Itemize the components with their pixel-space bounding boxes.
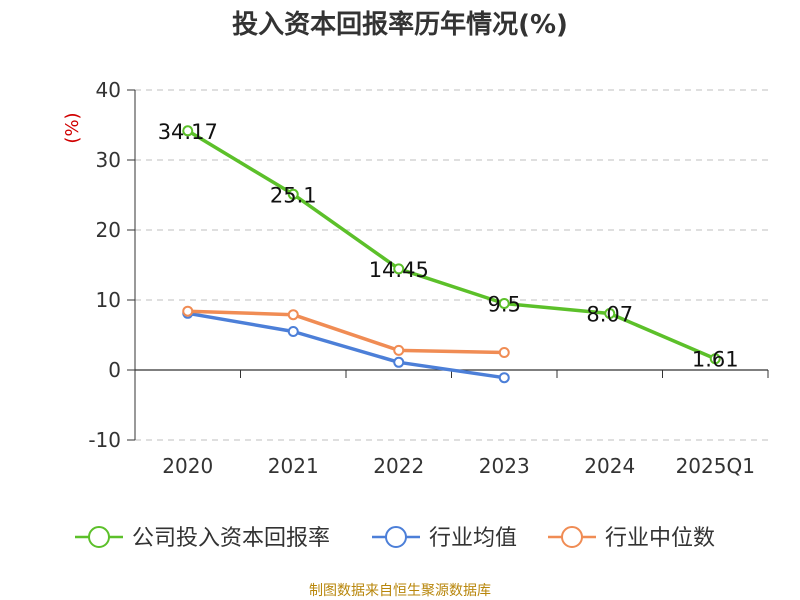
- data-point: [287, 326, 299, 337]
- y-tick-label: -10: [88, 428, 121, 452]
- data-label: 25.1: [270, 183, 317, 207]
- legend-label: 行业均值: [429, 526, 517, 551]
- y-axis-label: (%): [62, 112, 83, 143]
- y-tick-label: 30: [96, 148, 121, 172]
- legend-label: 行业中位数: [605, 526, 715, 551]
- line-chart: -10 0 10 20 30 40 2020 2021 2022 2023 2024 2025Q1 (…: [62, 78, 769, 551]
- legend-label: 公司投入资本回报率: [132, 526, 330, 551]
- y-tick-label: 10: [96, 288, 121, 312]
- x-tick-label: 2022: [373, 454, 424, 478]
- y-tick-label: 0: [108, 358, 121, 382]
- data-point: [393, 356, 405, 368]
- data-label: 34.17: [158, 120, 218, 144]
- legend: 公司投入资本回报率 行业均值 行业中位数: [75, 526, 715, 551]
- data-label: 9.5: [488, 293, 521, 317]
- series-line: [187, 309, 505, 355]
- y-tick-label: 40: [96, 78, 121, 102]
- data-label: 14.45: [369, 258, 429, 282]
- x-tick-label: 2021: [268, 454, 319, 478]
- chart-title: 投入资本回报率历年情况(%): [232, 10, 568, 40]
- data-point: [287, 309, 299, 321]
- axes: -10 0 10 20 30 40 2020 2021 2022 2023 2024 2025Q1: [88, 78, 769, 478]
- data-point: [393, 263, 405, 275]
- data-point: [287, 188, 299, 200]
- data-point: [182, 305, 194, 317]
- legend-item: 行业均值: [372, 526, 517, 551]
- data-point: [604, 308, 616, 320]
- data-labels: 34.17 25.1 14.45 9.5 8.07 1.61: [158, 120, 739, 372]
- legend-marker: [561, 526, 583, 548]
- data-source-note: 制图数据来自恒生聚源数据库: [309, 583, 491, 599]
- legend-item: 行业中位数: [548, 526, 715, 551]
- x-tick-label: 2024: [584, 454, 635, 478]
- x-tick-label: 2025Q1: [676, 454, 755, 478]
- series-line: [186, 129, 716, 361]
- data-label: 8.07: [586, 303, 633, 327]
- data-label: 1.61: [692, 348, 739, 372]
- grid-lines: [135, 89, 768, 441]
- data-point: [182, 125, 194, 137]
- legend-marker: [385, 526, 407, 548]
- data-point: [498, 372, 510, 384]
- data-point: [709, 353, 721, 365]
- data-point: [393, 344, 405, 356]
- data-point: [498, 298, 510, 309]
- series-line: [187, 311, 505, 380]
- legend-item: 公司投入资本回报率: [75, 526, 330, 551]
- x-tick-label: 2020: [162, 454, 213, 478]
- x-tick-label: 2023: [479, 454, 530, 478]
- series-group: [182, 125, 721, 384]
- data-point: [498, 347, 510, 358]
- legend-marker: [88, 526, 110, 548]
- y-tick-label: 20: [96, 218, 121, 242]
